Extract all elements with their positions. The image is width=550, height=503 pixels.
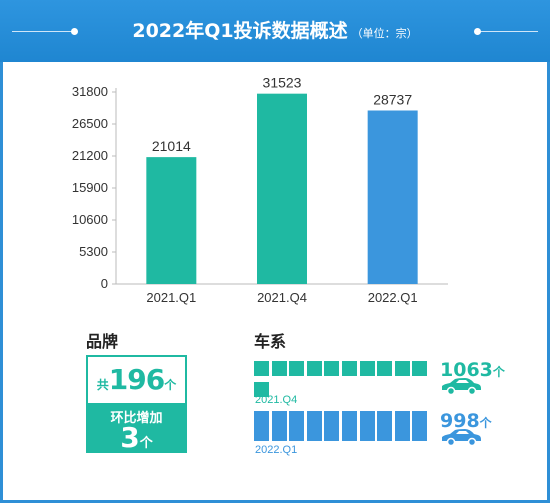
series-block — [342, 426, 357, 441]
page-title: 2022年Q1投诉数据概述 （单位：宗） — [0, 18, 550, 47]
series-block — [324, 411, 340, 426]
y-tick-label: 0 — [101, 276, 108, 291]
series-block — [342, 411, 357, 426]
series-block — [289, 361, 305, 376]
series-block — [271, 411, 287, 426]
series-block — [306, 426, 322, 441]
bar-2022.Q1 — [367, 110, 418, 284]
y-tick-label: 15900 — [72, 180, 108, 195]
series-2022q1-count: 998个 — [440, 410, 492, 432]
header-decor-line-left — [12, 31, 74, 32]
series-block — [254, 382, 269, 397]
series-section-title: 车系 — [254, 332, 287, 351]
y-tick-label: 31800 — [72, 84, 108, 99]
series-2022q1-count-value: 998 — [440, 410, 480, 432]
series-block — [377, 361, 393, 376]
series-block — [377, 411, 393, 426]
series-2021q4-label: 2021.Q4 — [255, 394, 298, 406]
series-block — [359, 426, 375, 441]
car-icon — [442, 378, 481, 395]
series-block — [271, 426, 287, 441]
series-block — [254, 426, 269, 441]
brand-count-box: 共196个 — [86, 355, 187, 405]
series-2021q4-count: 1063个 — [440, 359, 505, 381]
series-block — [324, 426, 340, 441]
chart-bars — [146, 93, 418, 284]
series-2022q1-count-suffix: 个 — [479, 416, 492, 430]
series-2021q4-count-value: 1063 — [440, 359, 493, 381]
series-block — [394, 361, 410, 376]
x-tick-label-2022.Q1: 2022.Q1 — [368, 290, 418, 305]
brand-section-title: 品牌 — [86, 332, 119, 351]
brand-count-suffix: 个 — [164, 378, 177, 392]
series-block — [394, 426, 410, 441]
y-tick-label: 21200 — [72, 148, 108, 163]
brand-growth-label: 环比增加 — [110, 411, 163, 426]
data-label-2021.Q1: 21014 — [152, 138, 191, 154]
series-block — [394, 411, 410, 426]
series-block — [342, 361, 357, 376]
bar-2021.Q4 — [257, 93, 307, 284]
chart-labels: 21014 2021.Q1 31523 2021.Q4 28737 2022.Q1 — [146, 75, 417, 305]
brand-growth: 3个 — [86, 421, 187, 454]
x-tick-label-2021.Q1: 2021.Q1 — [146, 290, 196, 305]
brand-count-prefix: 共 — [96, 378, 109, 392]
y-tick-label: 5300 — [79, 244, 108, 259]
car-icon — [442, 429, 481, 446]
brand-count: 共196个 — [88, 363, 185, 396]
data-label-2021.Q4: 31523 — [263, 75, 302, 91]
series-block — [377, 426, 393, 441]
brand-growth-value: 3 — [120, 421, 140, 454]
series-block — [412, 361, 428, 376]
series-block — [359, 411, 375, 426]
brand-count-value: 196 — [108, 363, 165, 396]
bar-2021.Q1 — [146, 157, 197, 284]
brand-growth-box: 环比增加 3个 — [86, 404, 187, 454]
y-tick-label: 10600 — [72, 212, 108, 227]
header-decor-line-right — [478, 31, 538, 32]
series-block — [254, 411, 269, 426]
series-block — [306, 411, 322, 426]
y-tick-label: 26500 — [72, 116, 108, 131]
series-block — [359, 361, 375, 376]
header-decor-dot-right — [474, 28, 481, 35]
series-block — [412, 426, 428, 441]
header-banner: 2022年Q1投诉数据概述 （单位：宗） — [0, 0, 550, 62]
header-decor-dot-left — [71, 28, 78, 35]
series-block — [306, 361, 322, 376]
series-block — [271, 361, 287, 376]
series-2021q4-count-suffix: 个 — [492, 365, 505, 379]
data-label-2022.Q1: 28737 — [373, 91, 412, 107]
series-block — [324, 361, 340, 376]
series-block — [412, 411, 428, 426]
series-2022q1-label: 2022.Q1 — [255, 444, 298, 456]
brand-growth-suffix: 个 — [139, 436, 153, 451]
series-block — [289, 426, 305, 441]
series-block — [254, 361, 269, 376]
series-block — [289, 411, 305, 426]
unit-text: （单位：宗） — [351, 27, 418, 40]
x-tick-label-2021.Q4: 2021.Q4 — [257, 290, 307, 305]
title-text: 2022年Q1投诉数据概述 — [132, 20, 348, 42]
